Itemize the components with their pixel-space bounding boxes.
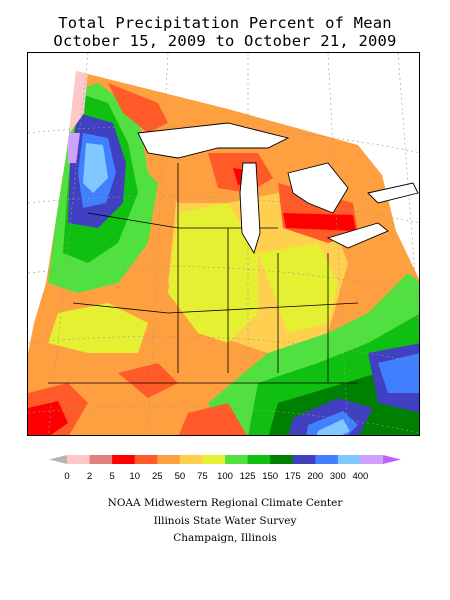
legend-swatch (202, 455, 226, 464)
lat-lon-grid (28, 53, 419, 435)
legend-label: 100 (217, 471, 233, 482)
legend-low-arrow (49, 455, 67, 464)
legend-swatch (89, 455, 113, 464)
legend-high-arrow (383, 455, 401, 464)
legend-swatch (67, 455, 90, 464)
region-purple-northwest (68, 133, 80, 163)
legend-swatch (134, 455, 158, 464)
lake-erie (326, 222, 389, 249)
legend-label: 175 (285, 471, 301, 482)
region-orange-red-south2 (178, 403, 248, 435)
region-red-southwest (28, 401, 68, 435)
legend-label: 150 (262, 471, 278, 482)
region-mid-blue-east (378, 353, 419, 393)
legend-label: 5 (109, 471, 114, 482)
legend-swatch (315, 455, 339, 464)
lake-michigan (239, 162, 261, 255)
precipitation-map (27, 52, 420, 436)
legend-swatch (247, 455, 271, 464)
credit-location: Champaign, Illinois (173, 532, 277, 544)
legend-swatch (360, 455, 384, 464)
legend-label: 300 (330, 471, 346, 482)
region-yellow-green-sw (48, 303, 148, 353)
map-title: Total Precipitation Percent of Mean (58, 14, 392, 32)
legend-swatch (292, 455, 316, 464)
state-boundaries (48, 163, 359, 384)
legend-swatch (157, 455, 181, 464)
region-light-blue-northwest (83, 143, 108, 193)
legend-swatch (337, 455, 361, 464)
credit-isws: Illinois State Water Survey (153, 515, 297, 527)
legend-swatch (270, 455, 294, 464)
region-orange-red-northwest (108, 83, 168, 133)
region-red-michigan (283, 213, 356, 231)
credit-noaa: NOAA Midwestern Regional Climate Center (107, 497, 343, 509)
lake-huron (287, 162, 349, 214)
lake-ontario (367, 182, 419, 204)
legend-label: 2 (87, 471, 92, 482)
legend-swatch (225, 455, 248, 464)
legend-label: 400 (352, 471, 368, 482)
legend-swatch (179, 455, 203, 464)
legend-label: 75 (197, 471, 208, 482)
lake-superior (137, 122, 290, 159)
legend-label: 200 (307, 471, 323, 482)
legend-label: 50 (175, 471, 186, 482)
region-orange-red-south (118, 363, 178, 398)
region-light-blue-southeast (316, 419, 350, 435)
legend-label: 125 (240, 471, 256, 482)
great-lakes (137, 122, 419, 255)
legend-label: 10 (129, 471, 140, 482)
color-legend: 0 2 5 10 25 50 75 100 125 150 175 200 300 400 (49, 455, 401, 482)
region-yellow-green-center (168, 203, 258, 343)
legend-label: 0 (64, 471, 69, 482)
map-date-range: October 15, 2009 to October 21, 2009 (53, 32, 397, 50)
legend-label: 25 (152, 471, 163, 482)
map-canvas (28, 53, 419, 435)
legend-swatch (112, 455, 136, 464)
